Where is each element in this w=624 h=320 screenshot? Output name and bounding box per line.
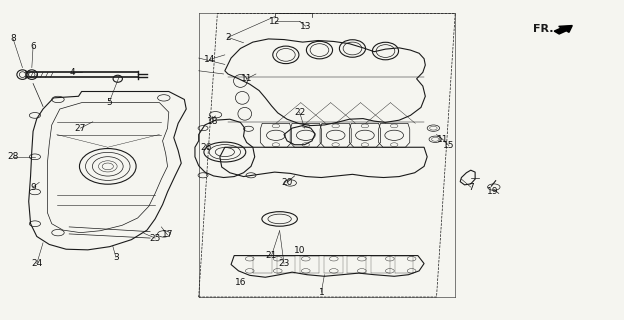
- Text: 8: 8: [10, 35, 16, 44]
- Text: 27: 27: [75, 124, 86, 132]
- Text: 25: 25: [149, 234, 161, 243]
- Text: 28: 28: [7, 152, 19, 161]
- Text: 7: 7: [468, 183, 474, 192]
- Text: 24: 24: [31, 259, 42, 268]
- Text: 12: 12: [269, 17, 280, 26]
- Text: 14: 14: [203, 55, 215, 64]
- Text: 5: 5: [107, 98, 112, 107]
- Text: 21: 21: [266, 251, 277, 260]
- Text: 23: 23: [278, 259, 290, 268]
- Text: 19: 19: [487, 188, 499, 196]
- Text: 26: 26: [200, 143, 212, 152]
- Text: FR.: FR.: [533, 24, 553, 34]
- Text: 10: 10: [294, 246, 305, 255]
- Text: 18: 18: [207, 117, 218, 126]
- Text: 22: 22: [294, 108, 305, 117]
- Text: 1: 1: [318, 288, 324, 297]
- Text: 16: 16: [235, 278, 246, 287]
- FancyArrow shape: [554, 26, 572, 34]
- Text: 20: 20: [281, 178, 293, 187]
- Text: 11: 11: [241, 74, 252, 83]
- Text: 11: 11: [437, 135, 449, 144]
- Text: 4: 4: [69, 68, 75, 77]
- Text: 13: 13: [300, 22, 311, 31]
- Text: 2: 2: [225, 33, 231, 42]
- Text: 6: 6: [30, 42, 36, 52]
- Text: 17: 17: [162, 230, 173, 239]
- Text: 3: 3: [113, 253, 119, 262]
- Text: 15: 15: [443, 141, 455, 150]
- Text: 9: 9: [30, 183, 36, 192]
